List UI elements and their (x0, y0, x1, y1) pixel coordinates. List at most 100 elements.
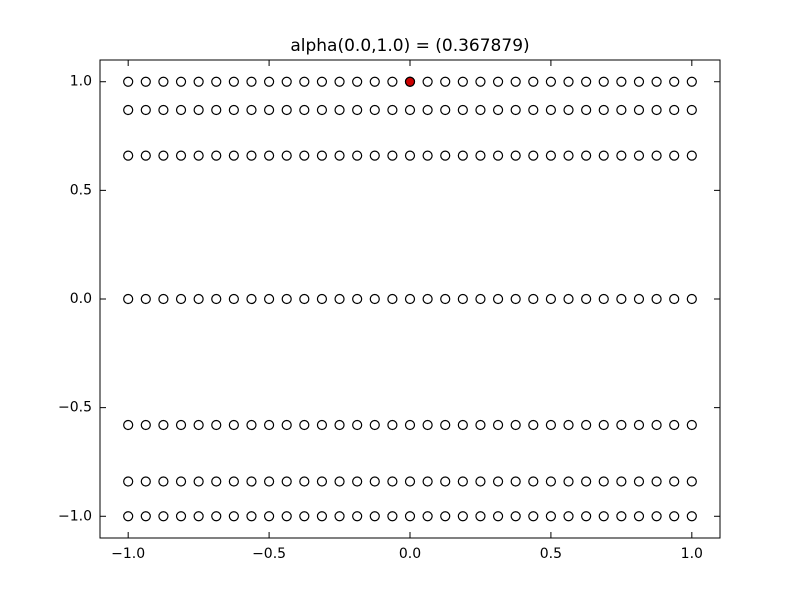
point (211, 76, 222, 87)
point (387, 293, 398, 305)
point (686, 150, 697, 161)
point (193, 104, 204, 116)
y-tick-label: 1.0 (70, 74, 92, 90)
point (422, 419, 433, 431)
point (651, 511, 662, 522)
point (369, 293, 380, 305)
x-tick-label: −1.0 (111, 546, 145, 562)
point (193, 476, 204, 487)
point (369, 476, 380, 487)
point (175, 76, 187, 87)
point (299, 293, 310, 305)
point (563, 104, 574, 116)
point (387, 511, 398, 522)
point (422, 293, 433, 305)
point (616, 419, 627, 431)
point (686, 511, 697, 522)
point (633, 76, 645, 87)
point (457, 293, 468, 305)
point (316, 419, 328, 431)
point (492, 150, 504, 161)
point (457, 150, 468, 161)
point (263, 150, 275, 161)
point (669, 419, 680, 431)
point (633, 293, 645, 305)
point (281, 293, 292, 305)
point (281, 150, 292, 161)
point (263, 476, 275, 487)
point (492, 104, 504, 116)
point (123, 476, 134, 487)
point (352, 511, 363, 522)
point (281, 104, 292, 116)
point (510, 476, 521, 487)
y-tick-label: −0.5 (58, 400, 92, 416)
point (246, 76, 257, 87)
point (334, 150, 345, 161)
point (616, 76, 627, 87)
x-tick-label: 1.0 (681, 546, 703, 562)
point (316, 293, 328, 305)
point (563, 419, 574, 431)
point (598, 293, 609, 305)
point (334, 476, 345, 487)
point (158, 476, 169, 487)
point (158, 150, 169, 161)
point (598, 150, 609, 161)
chart-title: alpha(0.0,1.0) = (0.367879) (290, 36, 529, 56)
plot-frame (99, 59, 721, 539)
point (492, 419, 504, 431)
point (563, 476, 574, 487)
point (492, 293, 504, 305)
point (492, 76, 504, 87)
point (422, 104, 433, 116)
point (334, 104, 345, 116)
point (528, 150, 539, 161)
point (475, 76, 486, 87)
point (281, 76, 292, 87)
point (598, 511, 609, 522)
point (528, 419, 539, 431)
point (228, 419, 239, 431)
point (492, 511, 504, 522)
point (475, 104, 486, 116)
point (193, 511, 204, 522)
point (633, 511, 645, 522)
point (440, 76, 451, 87)
point (334, 419, 345, 431)
point (510, 293, 521, 305)
point (633, 476, 645, 487)
point (352, 293, 363, 305)
point (158, 419, 169, 431)
point (140, 476, 151, 487)
y-tick-label: 0.0 (70, 291, 92, 307)
point (440, 150, 451, 161)
point (581, 419, 592, 431)
point (404, 511, 416, 522)
point (598, 419, 609, 431)
point (404, 150, 416, 161)
point (316, 76, 328, 87)
point (598, 76, 609, 87)
x-tick-label: 0.0 (399, 546, 421, 562)
point (387, 476, 398, 487)
point (263, 511, 275, 522)
point (158, 293, 169, 305)
point (404, 476, 416, 487)
point (651, 476, 662, 487)
point (316, 150, 328, 161)
point (528, 293, 539, 305)
point (316, 476, 328, 487)
point (158, 104, 169, 116)
point (475, 476, 486, 487)
point (387, 150, 398, 161)
point (123, 511, 134, 522)
point (545, 511, 557, 522)
point (175, 293, 187, 305)
point (299, 511, 310, 522)
point (563, 150, 574, 161)
point (316, 511, 328, 522)
point (281, 476, 292, 487)
